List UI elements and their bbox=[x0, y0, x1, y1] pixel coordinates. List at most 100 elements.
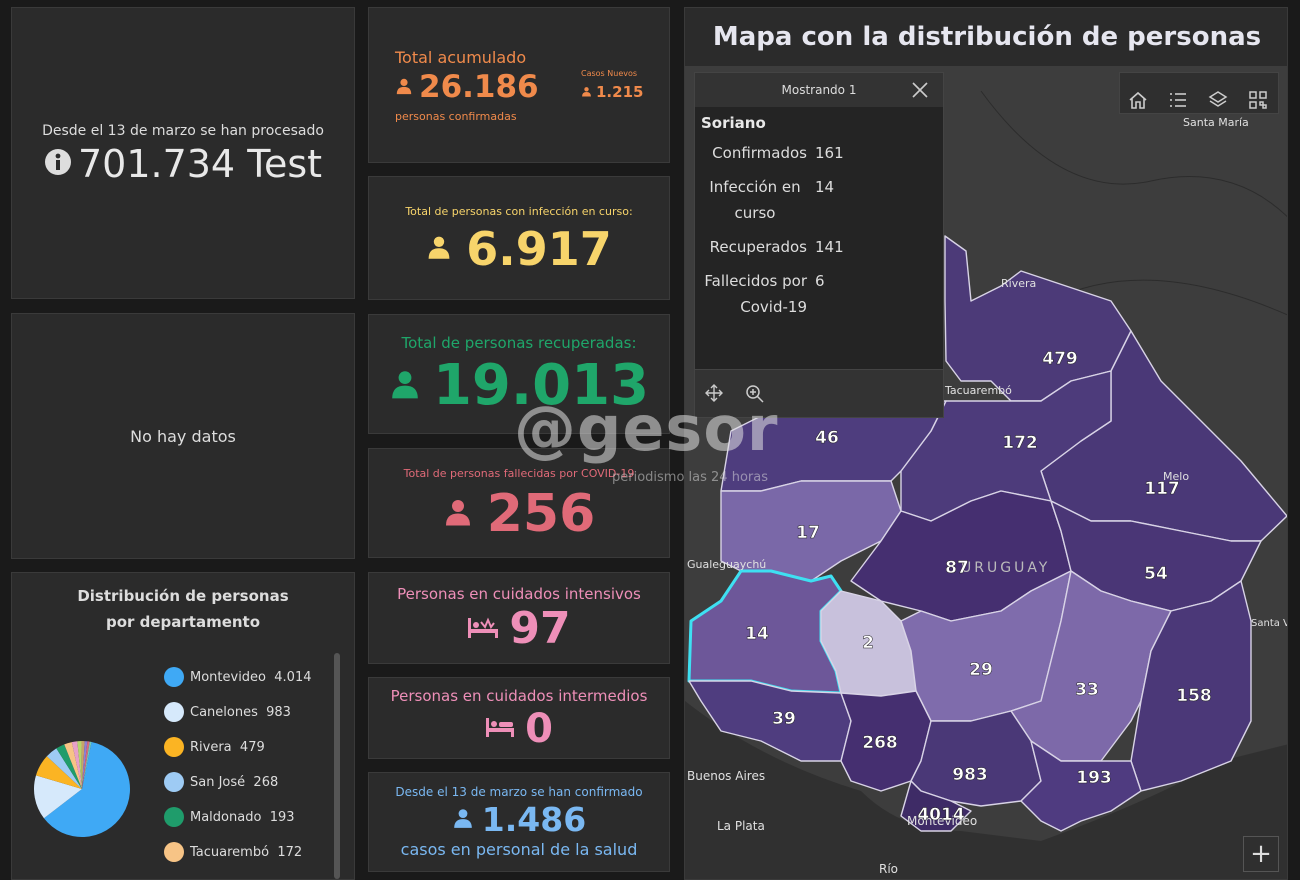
legend-item[interactable]: Tacuarembó 172 bbox=[164, 842, 302, 862]
new-cases-label: Casos Nuevos bbox=[581, 69, 638, 78]
popup-row: Infección en curso 14 bbox=[699, 170, 848, 230]
legend-label: Montevideo bbox=[190, 669, 267, 685]
popup-row: Fallecidos por Covid-19 6 bbox=[699, 264, 848, 324]
pie-slice[interactable] bbox=[82, 741, 92, 789]
legend-item[interactable]: Rivera 479 bbox=[164, 737, 265, 757]
place-label: Santa Vitória do Palmar bbox=[1251, 617, 1288, 629]
feature-popup[interactable]: Mostrando 1 Soriano Confirmados 161 Infec… bbox=[694, 72, 944, 418]
department-shape[interactable] bbox=[1020, 740, 1142, 832]
pie-slice[interactable] bbox=[82, 741, 90, 789]
layers-button[interactable] bbox=[1202, 86, 1234, 118]
close-icon[interactable] bbox=[911, 81, 929, 99]
accumulated-subtitle: personas confirmadas bbox=[395, 110, 517, 123]
department-value: 4014 bbox=[917, 805, 964, 825]
legend-scrollbar[interactable] bbox=[334, 653, 340, 879]
tests-value: 701.734 Test bbox=[77, 142, 323, 186]
tests-caption: Desde el 13 de marzo se han procesado bbox=[42, 123, 324, 139]
pie-slice[interactable] bbox=[77, 741, 82, 789]
pie-slice[interactable] bbox=[82, 741, 88, 789]
zoom-in-button[interactable]: + bbox=[1243, 836, 1279, 872]
department-value: 29 bbox=[969, 660, 993, 680]
legend-value: 479 bbox=[239, 739, 265, 755]
legend-item[interactable]: Maldonado 193 bbox=[164, 807, 295, 827]
pie-slice[interactable] bbox=[64, 742, 82, 789]
icu-value: 97 bbox=[509, 603, 571, 654]
popup-label: Confirmados bbox=[712, 144, 807, 162]
home-icon bbox=[1128, 90, 1148, 114]
person-icon bbox=[426, 234, 452, 264]
qr-icon bbox=[1248, 90, 1268, 114]
person-icon bbox=[389, 368, 421, 404]
person-icon bbox=[581, 82, 592, 101]
zoom-icon[interactable] bbox=[745, 384, 765, 408]
recovered-title: Total de personas recuperadas: bbox=[401, 334, 637, 352]
pie-slice[interactable] bbox=[33, 775, 82, 819]
legend-dot bbox=[164, 772, 184, 792]
place-label: Montevideo bbox=[907, 814, 977, 828]
intermediate-panel: Personas en cuidados intermedios 0 bbox=[368, 677, 670, 759]
legend-value: 193 bbox=[269, 809, 295, 825]
legend-label: Maldonado bbox=[190, 809, 262, 825]
pie-slice[interactable] bbox=[43, 741, 131, 837]
map-header: Mapa con la distribución de personas bbox=[685, 8, 1287, 66]
active-title: Total de personas con infección en curso… bbox=[405, 204, 633, 218]
qr-button[interactable] bbox=[1242, 86, 1274, 118]
legend-label: Canelones bbox=[190, 704, 258, 720]
legend-value: 983 bbox=[266, 704, 291, 720]
list-button[interactable] bbox=[1162, 86, 1194, 118]
popup-value: 141 bbox=[815, 238, 844, 256]
department-shape[interactable] bbox=[910, 710, 1042, 807]
distribution-panel: Distribución de personas por departament… bbox=[11, 572, 355, 880]
recovered-panel: Total de personas recuperadas: 19.013 bbox=[368, 314, 670, 434]
legend-item[interactable]: Canelones 983 bbox=[164, 702, 291, 722]
popup-row: Recuperados 141 bbox=[699, 230, 848, 264]
home-button[interactable] bbox=[1122, 86, 1154, 118]
legend-dot bbox=[164, 807, 184, 827]
legend-dot bbox=[164, 667, 184, 687]
accumulated-panel: Total acumulado 26.186 personas confirma… bbox=[368, 7, 670, 163]
health-staff-subtitle: casos en personal de la salud bbox=[400, 840, 638, 859]
department-value: 87 bbox=[945, 558, 969, 578]
department-value: 14 bbox=[745, 624, 769, 644]
popup-value: 161 bbox=[815, 144, 844, 162]
icu-bed-icon bbox=[467, 614, 499, 644]
popup-label: Fallecidos por Covid-19 bbox=[704, 272, 807, 316]
country-label: URUGUAY bbox=[961, 560, 1050, 576]
popup-footer bbox=[695, 369, 943, 417]
pie-slice[interactable] bbox=[56, 744, 82, 789]
pie-slice[interactable] bbox=[81, 741, 85, 789]
move-icon[interactable] bbox=[705, 384, 723, 406]
accumulated-title: Total acumulado bbox=[395, 48, 527, 67]
person-icon bbox=[443, 497, 473, 531]
active-panel: Total de personas con infección en curso… bbox=[368, 176, 670, 300]
pie-chart bbox=[33, 741, 131, 837]
popup-header-text: Mostrando 1 bbox=[781, 83, 857, 97]
intermediate-title: Personas en cuidados intermedios bbox=[390, 687, 648, 705]
map-panel[interactable]: Mapa con la distribución de personas bbox=[684, 7, 1288, 880]
active-value: 6.917 bbox=[466, 221, 612, 276]
department-value: 2 bbox=[862, 633, 874, 653]
map-canvas[interactable]: Santa María Rivera Tacuarembó Melo Santa… bbox=[685, 66, 1288, 880]
health-staff-value: 1.486 bbox=[481, 800, 587, 839]
department-shape[interactable] bbox=[900, 370, 1112, 522]
department-value: 193 bbox=[1076, 768, 1112, 788]
pie-slice[interactable] bbox=[35, 756, 82, 789]
department-value: 46 bbox=[815, 428, 839, 448]
popup-value: 6 bbox=[815, 272, 825, 290]
place-label: Rivera bbox=[1001, 277, 1036, 290]
department-value: 39 bbox=[772, 709, 796, 729]
legend-item[interactable]: San José 268 bbox=[164, 772, 278, 792]
legend-value: 172 bbox=[277, 844, 303, 860]
map-title: Mapa con la distribución de personas bbox=[712, 22, 1262, 52]
accumulated-value: 26.186 bbox=[419, 69, 539, 105]
department-shape[interactable] bbox=[1130, 580, 1252, 792]
popup-label: Infección en curso bbox=[709, 178, 801, 222]
pie-slice[interactable] bbox=[71, 741, 82, 789]
popup-value: 14 bbox=[815, 178, 835, 196]
list-icon bbox=[1168, 90, 1188, 114]
legend-item[interactable]: Montevideo 4.014 bbox=[164, 667, 312, 687]
pie-slice[interactable] bbox=[46, 748, 82, 789]
legend-dot bbox=[164, 842, 184, 862]
no-data-text: No hay datos bbox=[130, 426, 236, 446]
department-shape[interactable] bbox=[900, 780, 972, 832]
